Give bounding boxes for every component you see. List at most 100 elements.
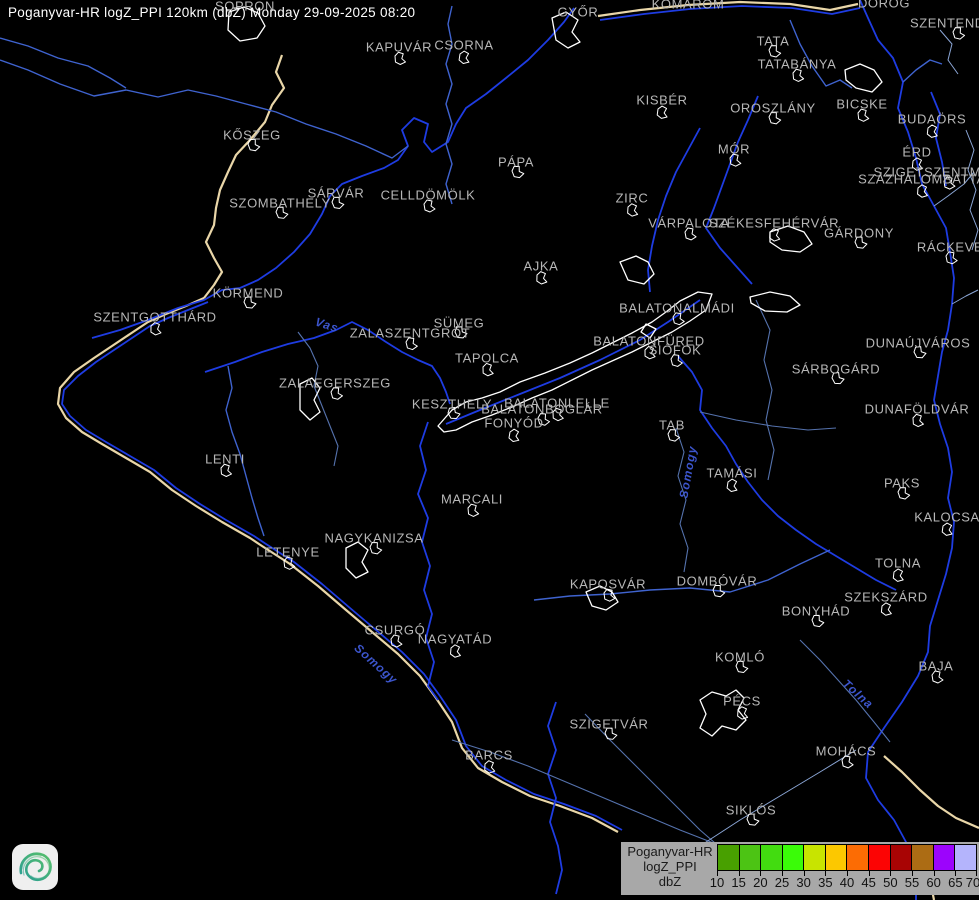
city-label: TAPOLCA	[455, 350, 519, 366]
city-label: ZALAEGERSZEG	[279, 375, 391, 391]
legend-tick-value: 50	[883, 875, 898, 890]
city-marker	[482, 362, 494, 377]
city-marker	[537, 413, 551, 426]
legend-tick-value: 15	[731, 875, 746, 890]
city-label: ZALASZENTGRÓT	[349, 325, 471, 341]
city-label: BONYHÁD	[781, 603, 851, 619]
city-marker	[892, 568, 904, 582]
legend-color-cell	[781, 844, 804, 871]
legend-color-cell	[824, 844, 847, 871]
city-label: NAGYKANIZSA	[324, 530, 424, 546]
city-marker	[450, 644, 461, 658]
nagykanizsa-built-up-outline	[345, 541, 369, 579]
tatabanya-built-up-outline	[844, 63, 883, 93]
legend-tick-value: 45	[861, 875, 876, 890]
city-marker	[150, 322, 162, 336]
city-label: BARCS	[465, 747, 513, 763]
radar-app-spiral-logo	[12, 844, 58, 890]
city-marker	[926, 124, 938, 138]
river-lines	[61, 0, 955, 900]
city-label: PAKS	[883, 475, 921, 491]
city-label: KESZTHELY	[411, 396, 493, 412]
city-marker	[552, 407, 564, 422]
city-label: DOMBÓVÁR	[676, 573, 758, 589]
kaposvar-built-up-outline	[585, 585, 619, 611]
szekesfehervar-built-up-outline	[769, 225, 813, 253]
city-label: KALOCSA	[914, 509, 979, 525]
city-marker	[941, 522, 953, 536]
city-label: DUNAÚJVÁROS	[865, 335, 971, 351]
lake-ferto-outline	[227, 6, 266, 42]
city-marker	[536, 271, 548, 285]
city-marker	[897, 487, 911, 500]
city-marker	[857, 108, 870, 122]
city-label: BALATONFÜRED	[593, 333, 705, 349]
city-label: SÜMEG	[433, 315, 485, 331]
city-marker	[729, 153, 742, 167]
city-label: CSORNA	[434, 37, 494, 53]
city-marker	[644, 346, 656, 360]
city-label: SÁRBOGÁRD	[791, 361, 881, 377]
city-label: OROSZLÁNY	[730, 100, 816, 116]
radar-legend: Poganyvar-HR logZ_PPI dbZ 10 15 20 25 30 35 40…	[621, 842, 979, 895]
legend-tickmarks	[717, 871, 977, 876]
city-label: TOLNA	[874, 555, 922, 571]
city-label: KAPOSVÁR	[569, 576, 647, 592]
city-marker	[604, 727, 618, 740]
city-marker-layer	[150, 27, 966, 826]
legend-colorbar	[717, 844, 977, 871]
country-border-lines	[56, 0, 979, 900]
city-label: SZIGETVÁR	[569, 716, 649, 732]
city-marker	[854, 236, 868, 249]
city-label: SOPRON	[215, 0, 275, 14]
city-label: SZIGETSZENTMIKLÓS	[873, 164, 979, 180]
city-marker	[768, 45, 782, 58]
city-label: KISBÉR	[636, 92, 688, 108]
pecs-built-up-outline	[699, 689, 747, 737]
city-label: AJKA	[523, 258, 559, 274]
city-label: CELLDÖMÖLK	[380, 187, 476, 203]
city-marker	[283, 556, 296, 570]
legend-tick-mark	[738, 871, 740, 876]
city-marker	[672, 312, 685, 326]
city-marker	[484, 760, 496, 774]
city-label: FONYÓD	[484, 415, 544, 431]
city-marker	[769, 228, 781, 242]
city-label: DUNAFÖLDVÁR	[864, 401, 970, 417]
city-label: VÁRPALOTA	[648, 215, 730, 231]
legend-tick-value: 20	[753, 875, 768, 890]
legend-tick-value: 30	[796, 875, 811, 890]
city-marker	[405, 337, 418, 351]
legend-tick-mark	[803, 871, 805, 876]
city-marker	[880, 602, 892, 616]
legend-tick-value: 10	[709, 875, 725, 890]
legend-product-name: logZ_PPI	[643, 859, 697, 874]
city-label: TATABÁNYA	[757, 56, 837, 72]
city-marker	[746, 813, 760, 826]
legend-tick-value: 35	[818, 875, 833, 890]
city-marker	[684, 227, 697, 241]
legend-tick-value: 55	[904, 875, 920, 890]
city-label: TATA	[756, 33, 790, 49]
city-marker	[220, 463, 233, 477]
legend-color-cell	[932, 844, 955, 871]
legend-tick-mark	[782, 871, 783, 876]
legend-tick-value: 25	[774, 875, 790, 890]
city-label: BALATONLELLE	[504, 395, 610, 411]
legend-tick-mark	[825, 871, 827, 876]
city-label: PÉCS	[723, 693, 761, 709]
city-label: BALATONBOGLÁR	[481, 401, 603, 417]
city-marker	[912, 413, 924, 428]
city-label: MARCALI	[441, 491, 503, 507]
city-label: SÁRVÁR	[307, 185, 365, 201]
city-marker	[917, 184, 928, 198]
county-border-light-lines	[699, 29, 979, 847]
city-label: KŐSZEG	[223, 127, 281, 143]
legend-tick-value: 70	[965, 875, 979, 890]
city-marker	[735, 660, 749, 673]
city-marker	[726, 478, 738, 492]
city-label: ZIRC	[615, 190, 649, 206]
city-marker	[511, 165, 525, 179]
